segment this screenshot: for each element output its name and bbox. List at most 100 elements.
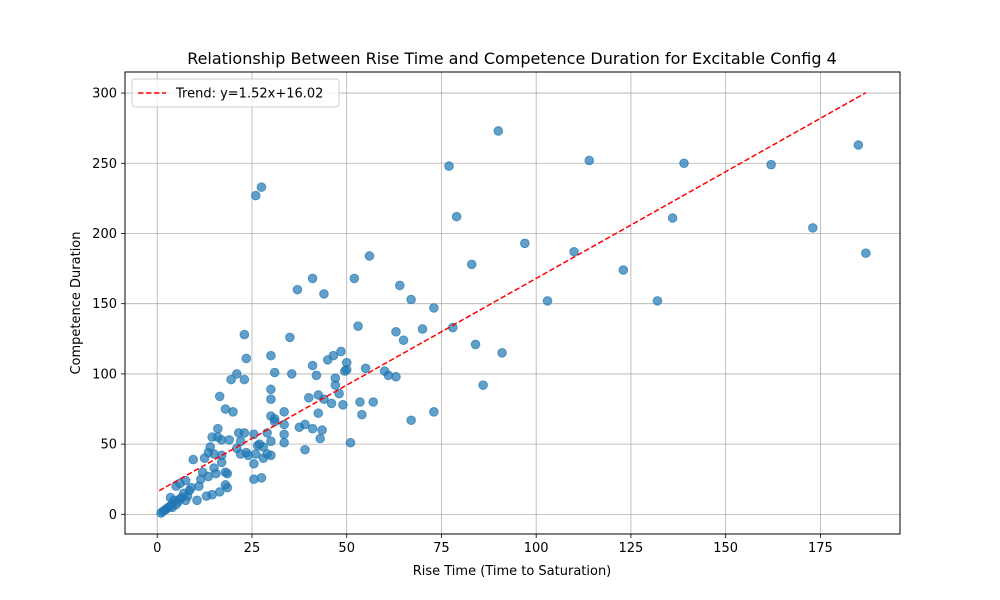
scatter-point [266, 394, 276, 404]
scatter-point [239, 329, 250, 340]
scatter-point [341, 364, 352, 375]
scatter-point [336, 346, 346, 357]
scatter-point [679, 158, 689, 169]
x-tick-label: 175 [808, 541, 833, 556]
scatter-point [493, 126, 504, 136]
scatter-point [326, 398, 337, 409]
trend-line-group [158, 92, 867, 492]
scatter-point [394, 280, 405, 291]
scatter-point [307, 423, 318, 434]
scatter-point [250, 190, 261, 201]
scatter-point [417, 324, 428, 334]
scatter-point [226, 374, 236, 385]
scatter-point [304, 392, 314, 403]
plot-frame [124, 71, 901, 535]
scatter-point [429, 407, 439, 417]
scatter-point [355, 397, 365, 407]
scatter-point [328, 350, 339, 361]
scatter-point [279, 437, 289, 448]
scatter-point [180, 475, 191, 486]
y-tick-label: 100 [92, 367, 117, 382]
y-tick-label: 300 [92, 87, 117, 102]
scatter-point [360, 363, 371, 374]
scatter-point [357, 409, 367, 420]
trend-line [158, 92, 867, 492]
x-tick-label: 25 [244, 541, 261, 556]
scatter-point [470, 339, 481, 350]
scatter-point [228, 407, 238, 417]
x-tick-label: 50 [338, 541, 355, 556]
scatter-point [349, 273, 360, 284]
y-tick-label: 150 [92, 297, 117, 312]
legend-trend-label: Trend: y=1.52x+16.02 [175, 87, 323, 102]
scatter-point [353, 321, 363, 331]
scatter-point [292, 284, 303, 295]
scatter-point [224, 435, 235, 445]
y-tick-label: 200 [92, 227, 117, 242]
scatter-point [584, 155, 595, 166]
scatter-point [300, 444, 310, 455]
scatter-point [861, 248, 871, 258]
scatter-point [451, 211, 462, 222]
scatter-point [497, 348, 507, 358]
scatter-point [520, 238, 530, 249]
scatter-point [279, 407, 289, 417]
y-tick-label: 0 [109, 508, 117, 523]
scatter-point [444, 161, 454, 171]
scatter-point [391, 326, 401, 337]
scatter-point [368, 397, 379, 407]
scatter-point [269, 367, 280, 378]
scatter-point [311, 370, 322, 381]
scatter-point [652, 296, 663, 306]
scatter-point [214, 391, 225, 402]
scatter-point [192, 495, 202, 506]
x-tick-label: 0 [153, 541, 161, 556]
scatter-point [307, 360, 318, 371]
scatter-point [213, 423, 223, 434]
scatter-point [330, 373, 341, 383]
scatter-point [391, 371, 401, 382]
scatter-point [364, 251, 375, 261]
scatter-point [241, 353, 252, 364]
scatter-point [188, 454, 199, 465]
x-tick-label: 125 [619, 541, 644, 556]
scatter-point [406, 415, 416, 426]
scatter-point [286, 369, 297, 379]
scatter-point [235, 436, 246, 447]
scatter-point [307, 273, 318, 284]
legend: Trend: y=1.52x+16.02 [131, 78, 340, 108]
scatter-point [279, 429, 289, 440]
scatter-point [667, 213, 678, 223]
scatter-point [300, 419, 310, 430]
scatter-point [269, 416, 280, 427]
scatter-point [239, 428, 250, 438]
scatter-point [319, 394, 329, 404]
scatter-point [317, 425, 327, 435]
scatter-point [406, 294, 416, 305]
x-tick-label: 75 [433, 541, 450, 556]
scatter-point [231, 369, 242, 379]
y-axis-label: Competence Duration [69, 231, 84, 374]
scatter-point [478, 380, 488, 390]
scatter-point [853, 140, 864, 150]
scatter-point [239, 374, 250, 385]
scatter-point [266, 350, 276, 361]
scatter-point [266, 384, 276, 395]
scatter-point [266, 436, 276, 447]
scatter-point [338, 400, 348, 410]
x-tick-label: 150 [713, 541, 738, 556]
x-axis-label: Rise Time (Time to Saturation) [413, 564, 612, 579]
scatter-point [766, 159, 776, 170]
scatter-point [211, 468, 221, 479]
scatter-point [466, 259, 477, 270]
scatter-point [285, 332, 295, 343]
y-tick-label: 250 [92, 157, 117, 172]
scatter-point [542, 296, 553, 306]
scatter-point [345, 437, 356, 448]
y-tick-label: 50 [100, 438, 117, 453]
chart-title: Relationship Between Rise Time and Compe… [187, 49, 837, 68]
scatter-point [618, 265, 629, 275]
x-tick-label: 100 [524, 541, 549, 556]
